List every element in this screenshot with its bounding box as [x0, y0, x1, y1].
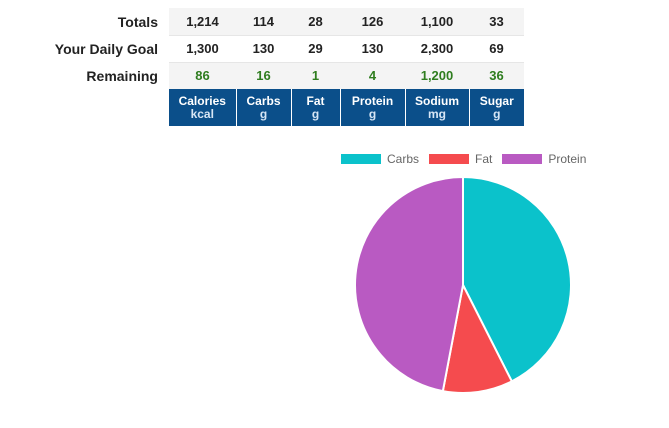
legend-label-protein: Protein — [548, 152, 587, 166]
col-calories-unit: kcal — [190, 106, 214, 121]
remaining-fat: 1 — [291, 62, 340, 89]
daily-goal-label: Your Daily Goal — [54, 40, 158, 57]
column-header-row: Calories kcal Carbs g Fat g Protein g So… — [0, 89, 524, 126]
col-carbs-name: Carbs — [246, 93, 281, 108]
col-fat-unit: g — [311, 106, 320, 121]
goal-sodium: 2,300 — [405, 35, 469, 63]
remaining-label: Remaining — [86, 67, 158, 84]
totals-protein: 126 — [340, 8, 405, 36]
legend-swatch-protein — [502, 154, 543, 164]
col-fat-name: Fat — [306, 93, 325, 108]
pie-slice-protein[interactable] — [354, 175, 464, 393]
remaining-sodium: 1,200 — [405, 62, 469, 89]
remaining-carbs: 16 — [236, 62, 291, 89]
col-sodium-name: Sodium — [415, 93, 459, 108]
pie-slice-carbs[interactable] — [462, 175, 572, 383]
remaining-row: Remaining 86 16 1 4 1,200 36 — [0, 62, 524, 89]
totals-carbs: 114 — [236, 8, 291, 36]
col-header-carbs: Carbs g — [235, 89, 291, 126]
daily-goal-row: Your Daily Goal 1,300 130 29 130 2,300 6… — [0, 35, 524, 63]
col-header-fat: Fat g — [290, 89, 340, 126]
remaining-protein: 4 — [340, 62, 405, 89]
totals-label: Totals — [117, 13, 158, 30]
col-protein-name: Protein — [351, 93, 394, 108]
goal-fat: 29 — [291, 35, 340, 63]
col-header-calories: Calories kcal — [169, 89, 236, 126]
col-sugar-name: Sugar — [479, 93, 514, 108]
col-protein-unit: g — [368, 106, 377, 121]
legend-swatch-carbs — [341, 154, 381, 164]
totals-sodium: 1,100 — [405, 8, 469, 36]
col-header-sodium: Sodium mg — [404, 89, 469, 126]
header-spacer — [0, 89, 169, 126]
goal-carbs: 130 — [236, 35, 291, 63]
macro-pie-chart — [354, 175, 572, 394]
goal-protein: 130 — [340, 35, 405, 63]
legend-item-protein[interactable]: Protein — [502, 152, 586, 166]
col-sugar-unit: g — [493, 106, 501, 121]
totals-row: Totals 1,214 114 28 126 1,100 33 — [0, 8, 524, 36]
col-sodium-unit: mg — [428, 106, 446, 121]
legend-item-fat[interactable]: Fat — [429, 152, 492, 166]
totals-fat: 28 — [291, 8, 340, 36]
remaining-sugar: 36 — [469, 62, 524, 89]
totals-sugar: 33 — [469, 8, 524, 36]
col-header-sugar: Sugar g — [468, 89, 524, 126]
goal-sugar: 69 — [469, 35, 524, 63]
chart-legend: Carbs Fat Protein — [341, 152, 596, 166]
legend-label-carbs: Carbs — [387, 152, 420, 166]
col-calories-name: Calories — [178, 93, 226, 108]
pie-slice-fat[interactable] — [441, 281, 514, 394]
nutrition-summary-table: Totals 1,214 114 28 126 1,100 33 Your Da… — [0, 8, 524, 126]
legend-label-fat: Fat — [475, 152, 493, 166]
remaining-calories: 86 — [169, 62, 236, 89]
col-carbs-unit: g — [259, 106, 268, 121]
goal-calories: 1,300 — [169, 35, 236, 63]
legend-item-carbs[interactable]: Carbs — [341, 152, 419, 166]
col-header-protein: Protein g — [339, 89, 405, 126]
totals-calories: 1,214 — [169, 8, 236, 36]
legend-swatch-fat — [429, 154, 470, 164]
